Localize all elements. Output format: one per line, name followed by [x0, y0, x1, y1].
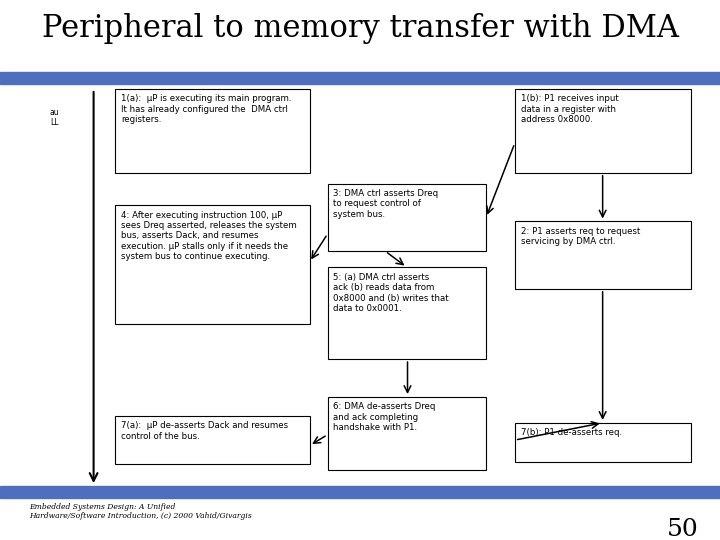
Bar	[0, 72, 720, 84]
Text: 1(b): P1 receives input
data in a register with
address 0x8000.: 1(b): P1 receives input data in a regist…	[521, 94, 618, 124]
FancyBboxPatch shape	[328, 397, 486, 470]
FancyBboxPatch shape	[115, 416, 310, 464]
FancyBboxPatch shape	[515, 89, 691, 173]
FancyBboxPatch shape	[515, 221, 691, 289]
Text: Embedded Systems Design: A Unified
Hardware/Software Introduction, (c) 2000 Vahi: Embedded Systems Design: A Unified Hardw…	[29, 503, 251, 521]
Text: 4: After executing instruction 100, μP
sees Dreq asserted, releases the system
b: 4: After executing instruction 100, μP s…	[121, 211, 297, 261]
Text: 6: DMA de-asserts Dreq
and ack completing
handshake with P1.: 6: DMA de-asserts Dreq and ack completin…	[333, 402, 436, 432]
Text: 1(a):  μP is executing its main program.
It has already configured the  DMA ctrl: 1(a): μP is executing its main program. …	[121, 94, 292, 124]
FancyBboxPatch shape	[515, 423, 691, 462]
FancyBboxPatch shape	[115, 205, 310, 324]
Text: 50: 50	[667, 518, 698, 540]
Text: au
LL: au LL	[49, 108, 59, 127]
Bar	[0, 486, 720, 498]
Text: Peripheral to memory transfer with DMA: Peripheral to memory transfer with DMA	[42, 14, 678, 44]
Text: 7(a):  μP de-asserts Dack and resumes
control of the bus.: 7(a): μP de-asserts Dack and resumes con…	[121, 421, 288, 441]
Text: 5: (a) DMA ctrl asserts
ack (b) reads data from
0x8000 and (b) writes that
data : 5: (a) DMA ctrl asserts ack (b) reads da…	[333, 273, 449, 313]
FancyBboxPatch shape	[328, 184, 486, 251]
FancyBboxPatch shape	[328, 267, 486, 359]
FancyBboxPatch shape	[115, 89, 310, 173]
Text: 3: DMA ctrl asserts Dreq
to request control of
system bus.: 3: DMA ctrl asserts Dreq to request cont…	[333, 189, 438, 219]
Text: 7(b): P1 de-asserts req.: 7(b): P1 de-asserts req.	[521, 428, 621, 437]
Text: 2: P1 asserts req to request
servicing by DMA ctrl.: 2: P1 asserts req to request servicing b…	[521, 227, 640, 246]
